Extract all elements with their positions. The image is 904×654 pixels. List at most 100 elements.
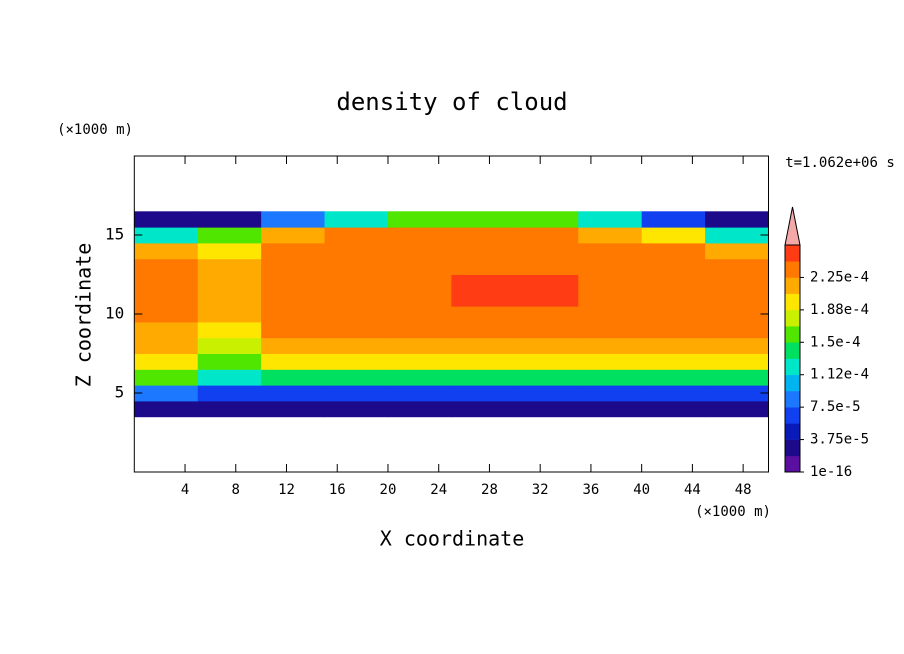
field-cell — [261, 306, 326, 323]
x-tick-label: 24 — [430, 482, 447, 498]
colorbar-label: 7.5e-5 — [810, 399, 861, 415]
field-cell — [705, 385, 769, 402]
field-cell — [387, 369, 452, 386]
field-cell — [261, 321, 326, 339]
x-tick-label: 8 — [232, 482, 240, 498]
field-cell — [134, 385, 199, 402]
field-cell — [134, 321, 199, 339]
field-cell — [387, 258, 452, 275]
field-cell — [324, 242, 389, 260]
field-cell — [261, 290, 326, 307]
field-cell — [641, 353, 706, 370]
x-tick-label: 4 — [181, 482, 189, 498]
field-cell — [197, 369, 262, 386]
field-cell — [261, 385, 326, 402]
field-cell — [261, 211, 326, 228]
field-cell — [324, 290, 389, 307]
field-cell — [134, 258, 199, 275]
field-cell — [641, 258, 706, 275]
field-cell — [261, 369, 326, 386]
field-cell — [451, 227, 516, 244]
field-cell — [641, 369, 706, 386]
field-cell — [451, 400, 516, 418]
field-cell — [324, 306, 389, 323]
field-cell — [261, 227, 326, 244]
field-cell — [197, 258, 262, 275]
field-cell — [705, 290, 769, 307]
field-cell — [134, 369, 199, 386]
field-cell — [705, 274, 769, 291]
chart-title: density of cloud — [336, 88, 567, 116]
x-tick-label: 32 — [532, 482, 549, 498]
x-tick-label: 44 — [684, 482, 701, 498]
x-axis-label: X coordinate — [380, 527, 525, 551]
x-tick-label: 40 — [633, 482, 650, 498]
field-cell — [641, 242, 706, 260]
colorbar-band — [785, 342, 800, 359]
field-cell — [578, 274, 643, 291]
field-cell — [514, 400, 579, 418]
field-cell — [134, 227, 199, 244]
colorbar-band — [785, 245, 800, 262]
colorbar-band — [785, 455, 800, 473]
colorbar-band — [785, 293, 800, 311]
field-cell — [324, 400, 389, 418]
field-cell — [451, 274, 516, 291]
field-cell — [197, 337, 262, 354]
field-cell — [134, 274, 199, 291]
field-cell — [451, 385, 516, 402]
field-cell — [451, 306, 516, 323]
field-cell — [641, 306, 706, 323]
field-cell — [578, 385, 643, 402]
field-cell — [641, 400, 706, 418]
field-cell — [261, 400, 326, 418]
colorbar-label: 2.25e-4 — [810, 269, 869, 285]
field-cell — [451, 337, 516, 354]
field-cell — [261, 258, 326, 275]
field-cell — [324, 385, 389, 402]
field-cell — [705, 353, 769, 370]
field-cell — [514, 258, 579, 275]
field-cell — [705, 369, 769, 386]
field-cell — [578, 337, 643, 354]
field-cell — [197, 242, 262, 260]
field-cell — [451, 321, 516, 339]
field-cell — [387, 353, 452, 370]
field-cell — [324, 321, 389, 339]
field-cell — [451, 242, 516, 260]
field-cell — [324, 258, 389, 275]
field-cell — [387, 385, 452, 402]
field-cell — [705, 242, 769, 260]
colorbar-band — [785, 326, 800, 343]
field-cell — [514, 274, 579, 291]
y-tick-label: 15 — [105, 225, 124, 244]
field-cell — [514, 353, 579, 370]
field-cell — [324, 211, 389, 228]
field-cell — [641, 211, 706, 228]
x-tick-label: 12 — [278, 482, 295, 498]
field-cell — [261, 337, 326, 354]
colorbar-label: 1e-16 — [810, 464, 852, 480]
field-cell — [324, 337, 389, 354]
colorbar-frame — [784, 244, 801, 473]
field-cell — [324, 227, 389, 244]
field-cell — [578, 321, 643, 339]
field-cell — [324, 369, 389, 386]
field-cell — [451, 353, 516, 370]
field-cell — [387, 290, 452, 307]
x-tick-label: 48 — [735, 482, 752, 498]
field-cell — [197, 385, 262, 402]
colorbar-band — [785, 390, 800, 408]
colorbar-band — [785, 261, 800, 278]
field-cell — [578, 353, 643, 370]
y-axis-label: Z coordinate — [72, 243, 96, 388]
field-cell — [705, 400, 769, 418]
field-cell — [387, 321, 452, 339]
colorbar-label: 1.12e-4 — [810, 367, 869, 383]
field-cell — [197, 306, 262, 323]
colorbar-label: 1.5e-4 — [810, 334, 861, 350]
field-cell — [641, 290, 706, 307]
colorbar-band — [785, 439, 800, 457]
field-cell — [451, 369, 516, 386]
